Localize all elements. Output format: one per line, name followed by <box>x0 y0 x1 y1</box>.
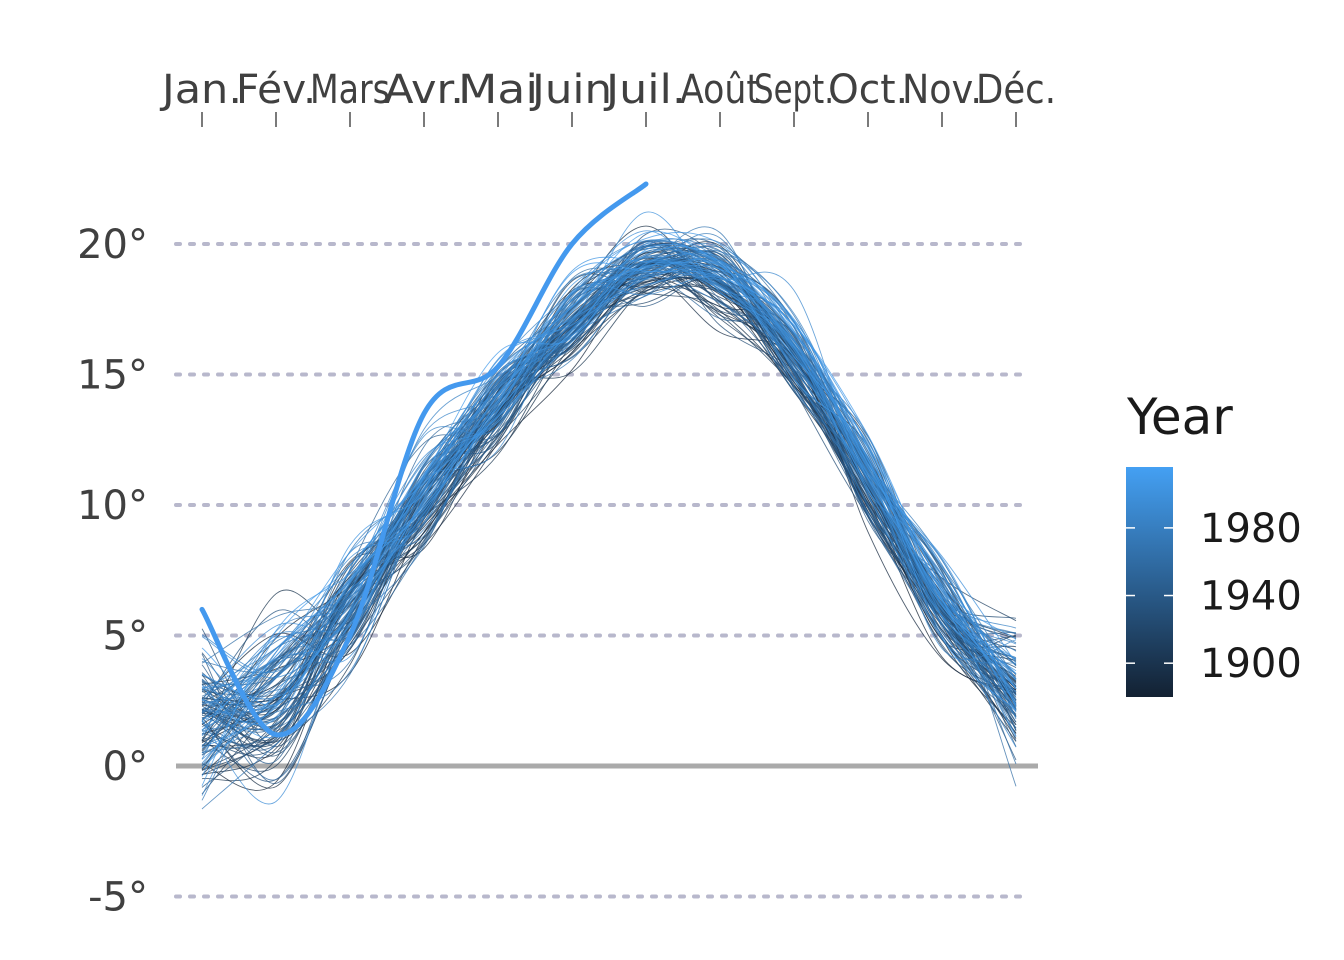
year-line <box>201 262 1017 706</box>
year-line <box>201 246 1017 786</box>
y-tick-label: 5° <box>103 614 148 660</box>
x-tick-label: Août <box>680 67 760 113</box>
legend-label: 1900 <box>1200 641 1302 687</box>
year-line <box>201 273 1017 796</box>
x-tick-label: Mars <box>310 67 390 113</box>
year-line <box>201 231 1017 777</box>
x-tick-label: Oct. <box>828 67 908 113</box>
year-line <box>201 243 1017 749</box>
year-line <box>201 259 1017 714</box>
legend-label: 1980 <box>1200 506 1302 552</box>
year-line <box>201 261 1017 708</box>
x-tick-label: Juil. <box>603 67 686 113</box>
y-axis-tick-labels: -5° 0° 5° 10° 15° 20° <box>77 222 148 921</box>
x-tick-label: Juin <box>529 67 612 113</box>
year-line <box>201 242 1017 730</box>
highlighted-year-line <box>199 181 649 738</box>
x-tick-label: Mai <box>458 67 538 113</box>
year-line <box>201 233 1017 723</box>
x-tick-label: Avr. <box>384 67 464 113</box>
y-tick-label: 20° <box>77 222 148 268</box>
highlighted-year-group <box>199 181 649 738</box>
legend-label: 1940 <box>1200 574 1302 620</box>
year-line <box>201 256 1017 739</box>
y-tick-label: -5° <box>88 875 148 921</box>
year-line <box>201 276 1017 737</box>
x-tick-label: Jan. <box>159 67 242 113</box>
legend-colorbar <box>1126 467 1173 697</box>
y-tick-label: 0° <box>103 744 148 790</box>
legend-ticks: 1900 1940 1980 <box>1126 506 1302 687</box>
x-tick-label: Sept. <box>754 67 834 113</box>
year-line <box>201 226 1017 746</box>
y-tick-label: 15° <box>77 353 148 399</box>
year-line <box>201 211 1017 735</box>
year-line <box>201 239 1017 721</box>
x-axis-ticks <box>201 112 1017 127</box>
x-axis-tick-labels: Jan.Fév.MarsAvr.MaiJuinJuil.AoûtSept.Oct… <box>159 67 1056 113</box>
x-tick-label: Fév. <box>236 67 316 113</box>
year-line <box>201 259 1017 805</box>
y-tick-label: 10° <box>77 483 148 529</box>
year-lines-group <box>201 211 1017 810</box>
year-line <box>201 253 1017 731</box>
legend-title: Year <box>1126 388 1233 446</box>
year-line <box>201 231 1017 700</box>
year-line <box>201 245 1017 722</box>
year-line <box>201 259 1017 724</box>
x-tick-label: Nov. <box>902 67 982 113</box>
x-tick-label: Déc. <box>976 67 1056 113</box>
legend: Year 1900 1940 1980 <box>1126 388 1302 697</box>
year-line <box>201 244 1017 715</box>
